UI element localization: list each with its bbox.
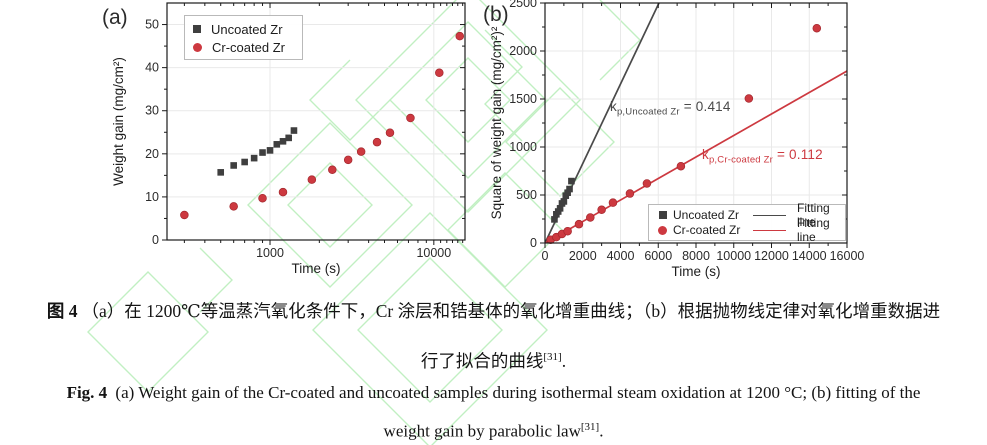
caption-zh-figure-number: 图 4 xyxy=(46,301,78,321)
chart-b-legend: Uncoated Zr Fitting line Cr-coated Zr Fi… xyxy=(648,201,846,244)
svg-text:2000: 2000 xyxy=(509,44,537,58)
svg-text:16000: 16000 xyxy=(830,249,865,263)
svg-text:Weight gain (mg/cm²): Weight gain (mg/cm²) xyxy=(111,57,126,186)
caption-zh-line2: 行了拟合的曲线[31]. xyxy=(0,347,987,372)
uncoated-square-marker-icon xyxy=(659,211,667,219)
caption-en-figure-number: Fig. 4 xyxy=(66,383,108,402)
caption-citation: [31] xyxy=(543,351,562,363)
chart-a-legend: Uncoated Zr Cr-coated Zr xyxy=(184,15,303,60)
black-fitting-line-icon xyxy=(753,214,786,216)
svg-text:14000: 14000 xyxy=(792,249,827,263)
svg-text:1500: 1500 xyxy=(509,92,537,106)
legend-item-coated: Cr-coated Zr xyxy=(193,39,294,55)
svg-text:30: 30 xyxy=(145,104,159,118)
svg-text:Time (s): Time (s) xyxy=(292,261,341,276)
svg-text:0: 0 xyxy=(152,233,159,247)
svg-text:12000: 12000 xyxy=(754,249,789,263)
legend-label: Fitting line xyxy=(797,216,830,244)
annotation-k: k xyxy=(702,147,709,162)
coated-circle-marker-icon xyxy=(193,42,202,52)
svg-text:2000: 2000 xyxy=(569,249,597,263)
watermark-pattern xyxy=(87,0,641,445)
caption-zh-text: 行了拟合的曲线 xyxy=(420,350,544,371)
caption-period: . xyxy=(599,421,604,441)
caption-en-line2: weight gain by parabolic law[31]. xyxy=(0,417,987,442)
annotation-k: k xyxy=(610,99,617,114)
legend-label: Cr-coated Zr xyxy=(673,223,741,237)
legend-label: Fitting line xyxy=(797,201,830,229)
caption-en-line1: Fig. 4 (a) Weight gain of the Cr-coated … xyxy=(0,382,987,403)
kp-uncoated-annotation: kp,Uncoated Zr = 0.414 xyxy=(610,99,731,118)
svg-text:1000: 1000 xyxy=(509,140,537,154)
legend-label: Cr-coated Zr xyxy=(212,39,285,55)
caption-en-text: weight gain by parabolic law xyxy=(383,421,581,441)
annotation-value: = 0.414 xyxy=(683,99,731,114)
uncoated-square-marker-icon xyxy=(193,25,201,33)
legend-item-uncoated: Uncoated Zr xyxy=(193,21,294,37)
caption-citation: [31] xyxy=(580,421,600,433)
svg-text:10000: 10000 xyxy=(416,246,451,260)
panel-b-label: (b) xyxy=(483,3,509,26)
annotation-subscript: p,Uncoated Zr xyxy=(616,106,680,118)
caption-zh-line1: 图 4 （a）在 1200℃等温蒸汽氧化条件下，Cr 涂层和锆基体的氧化增重曲线；… xyxy=(0,301,987,322)
caption-period: . xyxy=(561,350,567,371)
svg-text:0: 0 xyxy=(530,236,537,250)
caption-zh-text: （a）在 1200℃等温蒸汽氧化条件下，Cr 涂层和锆基体的氧化增重曲线；（b）… xyxy=(81,301,941,321)
svg-text:4000: 4000 xyxy=(607,249,635,263)
svg-text:1000: 1000 xyxy=(256,246,284,260)
svg-text:6000: 6000 xyxy=(644,249,672,263)
svg-text:0: 0 xyxy=(542,249,549,263)
svg-text:40: 40 xyxy=(145,61,159,75)
svg-text:10: 10 xyxy=(145,190,159,204)
svg-text:2500: 2500 xyxy=(509,0,537,10)
annotation-value: = 0.112 xyxy=(777,147,823,162)
svg-text:Time (s): Time (s) xyxy=(672,264,721,279)
svg-text:50: 50 xyxy=(145,18,159,32)
svg-text:10000: 10000 xyxy=(716,249,751,263)
kp-coated-annotation: kp,Cr-coated Zr = 0.112 xyxy=(702,147,823,166)
svg-text:20: 20 xyxy=(145,147,159,161)
caption-en-text: (a) Weight gain of the Cr-coated and unc… xyxy=(111,383,921,402)
red-fitting-line-icon xyxy=(753,229,786,231)
svg-text:8000: 8000 xyxy=(682,249,710,263)
annotation-subscript: p,Cr-coated Zr xyxy=(708,154,773,166)
panel-a-label: (a) xyxy=(102,6,128,29)
legend-label: Uncoated Zr xyxy=(673,208,740,222)
svg-text:500: 500 xyxy=(516,188,537,202)
legend-label: Uncoated Zr xyxy=(211,21,283,37)
svg-text:Square of weight gain (mg/cm²): Square of weight gain (mg/cm²)² xyxy=(489,26,504,219)
coated-circle-marker-icon xyxy=(658,225,667,235)
